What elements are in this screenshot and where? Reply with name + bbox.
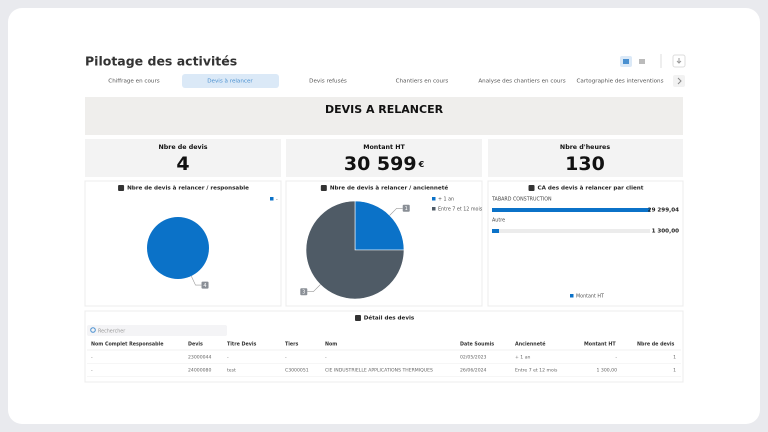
leader-line: [307, 284, 321, 293]
legend-label: Entre 7 et 12 mois: [438, 207, 483, 213]
chart-title: Nbre de devis à relancer / ancienneté: [330, 185, 449, 192]
tab[interactable]: Devis à relancer: [207, 78, 253, 85]
column-header[interactable]: Montant HT: [584, 342, 616, 348]
kpi-card: [488, 139, 683, 177]
chart-title: Nbre de devis à relancer / responsable: [127, 185, 249, 192]
kpi-value: 130: [565, 153, 605, 175]
table-cell: -: [325, 356, 327, 361]
table-cell: 02/05/2023: [460, 355, 487, 361]
chart-card: [487, 180, 684, 307]
legend-label: -: [276, 198, 278, 203]
table-cell: -: [285, 356, 287, 361]
column-header[interactable]: Titre Devis: [227, 342, 257, 348]
kpi-card: [286, 139, 482, 177]
bar: [492, 229, 500, 233]
tabs-next-button[interactable]: [673, 75, 685, 87]
banner-title: DEVIS A RELANCER: [325, 103, 444, 116]
table-cell: 24000080: [188, 368, 211, 374]
kpi-value: 30 599 €: [344, 153, 425, 175]
kpi-label: Nbre de devis: [158, 144, 207, 151]
kpi-unit: €: [418, 160, 425, 169]
active-tab-bg: [182, 74, 279, 88]
bar: [492, 208, 650, 212]
table-cell: -: [615, 356, 617, 361]
table-cell: Entre 7 et 12 mois: [515, 368, 558, 374]
table-cell: -: [91, 356, 93, 361]
column-header[interactable]: Nom: [325, 342, 337, 348]
table-cell: 23000044: [188, 355, 211, 361]
table-cell: 1: [673, 368, 676, 374]
pie-label-box: [201, 281, 209, 289]
kpi-label: Nbre d'heures: [560, 144, 610, 151]
grid-view-icon: [623, 59, 629, 64]
kpi-label: Montant HT: [363, 144, 405, 151]
leader-line: [389, 207, 403, 216]
column-header[interactable]: Devis: [188, 342, 203, 348]
pie-label-box: [402, 204, 410, 212]
tab[interactable]: Analyse des chantiers en cours: [478, 79, 565, 85]
pie-slice: [147, 217, 209, 279]
kpi-card: [85, 139, 281, 177]
legend-swatch: [570, 294, 574, 298]
download-icon: [676, 58, 682, 64]
leader-line: [190, 275, 202, 286]
bar-category: TABARD CONSTRUCTION: [491, 197, 552, 203]
pie-label: 4: [203, 283, 206, 289]
table-title: Détail des devis: [364, 315, 415, 322]
table-cell: -: [91, 369, 93, 374]
tab[interactable]: Cartographie des interventions: [576, 79, 663, 85]
table-cell: test: [227, 368, 236, 374]
table-cell: CIE INDUSTRIELLE APPLICATIONS THERMIQUES: [325, 368, 433, 374]
legend-label: + 1 an: [438, 197, 454, 203]
tab[interactable]: Chiffrage en cours: [108, 79, 159, 85]
table-icon: [355, 315, 361, 321]
legend-swatch: [432, 197, 436, 201]
column-header[interactable]: Tiers: [285, 342, 299, 348]
table-cell: 1 300,00: [597, 368, 618, 374]
chart-title: CA des devis à relancer par client: [538, 185, 644, 192]
page-title: Pilotage des activités: [85, 54, 237, 69]
bar-track: [492, 229, 650, 233]
table-cell: C3000051: [285, 368, 309, 374]
tab[interactable]: Devis refusés: [309, 78, 347, 85]
star-icon[interactable]: ☆: [222, 57, 231, 68]
table-card: [84, 310, 684, 383]
table-cell: 1: [673, 355, 676, 361]
search-box[interactable]: [87, 325, 227, 336]
legend-swatch: [432, 207, 436, 211]
bar-category: Autre: [492, 218, 505, 224]
pie-label-box: [300, 288, 308, 296]
bar-value-label: 1 300,00: [652, 229, 680, 235]
list-view-button[interactable]: [639, 59, 645, 64]
kpi-number: 30 599: [344, 153, 417, 175]
kpi-number: 4: [176, 153, 189, 175]
chart-icon: [320, 185, 327, 191]
legend-label: Montant HT: [576, 294, 604, 300]
table-cell: 26/06/2024: [460, 368, 487, 374]
tab[interactable]: Chantiers en cours: [396, 79, 449, 85]
column-header[interactable]: Ancienneté: [515, 341, 546, 348]
chart-icon: [118, 185, 125, 191]
pie-label: 1: [405, 206, 408, 212]
banner: [85, 97, 683, 135]
tabs-next-icon: [677, 77, 682, 85]
kpi-number: 130: [565, 153, 605, 175]
search-icon: [90, 327, 96, 333]
bar-value-label: 29 299,04: [648, 208, 679, 214]
pie-label: 3: [302, 290, 305, 296]
column-header[interactable]: Nbre de devis: [637, 342, 675, 348]
table-cell: -: [227, 356, 229, 361]
chart-icon: [528, 185, 535, 191]
column-header[interactable]: Date Soumis: [460, 342, 494, 348]
legend-swatch: [270, 197, 274, 201]
kpi-value: 4: [176, 153, 189, 175]
table-cell: + 1 an: [515, 355, 531, 361]
search-placeholder: Rechercher: [98, 329, 125, 335]
column-header[interactable]: Nom Complet Responsable: [91, 342, 164, 348]
